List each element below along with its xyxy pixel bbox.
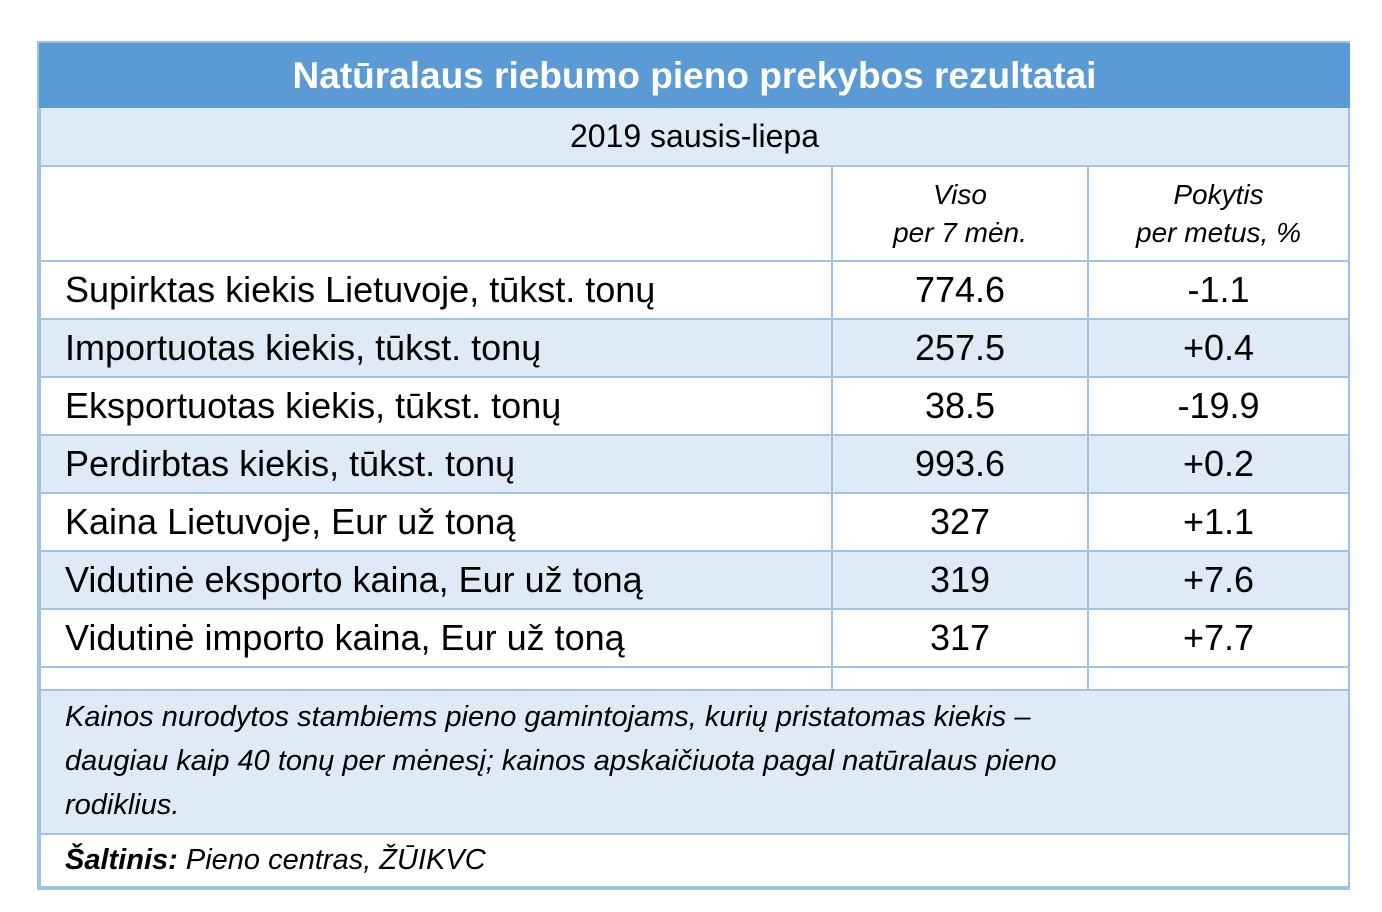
row-total: 993.6	[831, 434, 1089, 494]
header-total: Viso per 7 mėn.	[831, 165, 1089, 262]
row-change: +0.4	[1087, 318, 1350, 378]
row-change: +0.2	[1087, 434, 1350, 494]
table-row: Vidutinė importo kaina, Eur už toną 317 …	[39, 608, 1350, 668]
row-label: Perdirbtas kiekis, tūkst. tonų	[39, 434, 833, 494]
period-row: 2019 sausis-liepa	[39, 106, 1350, 167]
row-total: 38.5	[831, 376, 1089, 436]
row-total: 317	[831, 608, 1089, 668]
empty-row	[39, 666, 1350, 691]
row-label: Supirktas kiekis Lietuvoje, tūkst. tonų	[39, 260, 833, 320]
header-change-line1: Pokytis	[1173, 178, 1264, 210]
row-change: +7.6	[1087, 550, 1350, 610]
source-row: Šaltinis: Pieno centras, ŽŪIKVC	[39, 833, 1350, 888]
source-label: Šaltinis:	[65, 844, 178, 876]
table-title: Natūralaus riebumo pieno prekybos rezult…	[39, 43, 1350, 108]
header-change: Pokytis per metus, %	[1087, 165, 1350, 262]
row-label: Vidutinė eksporto kaina, Eur už toną	[39, 550, 833, 610]
row-total: 257.5	[831, 318, 1089, 378]
row-change: -19.9	[1087, 376, 1350, 436]
row-total: 774.6	[831, 260, 1089, 320]
table-row: Supirktas kiekis Lietuvoje, tūkst. tonų …	[39, 260, 1350, 320]
row-label: Vidutinė importo kaina, Eur už toną	[39, 608, 833, 668]
header-total-line1: Viso	[933, 178, 987, 210]
row-change: -1.1	[1087, 260, 1350, 320]
results-table-frame: Natūralaus riebumo pieno prekybos rezult…	[37, 41, 1350, 890]
table-row: Importuotas kiekis, tūkst. tonų 257.5 +0…	[39, 318, 1350, 378]
source-note: Šaltinis: Pieno centras, ŽŪIKVC	[39, 833, 1350, 888]
column-header-row: Viso per 7 mėn. Pokytis per metus, %	[39, 165, 1350, 262]
note-line-3: rodiklius.	[65, 789, 180, 821]
note-line-1: Kainos nurodytos stambiems pieno gaminto…	[65, 701, 1031, 733]
header-change-line2: per metus, %	[1136, 216, 1301, 248]
empty-cell	[831, 666, 1089, 691]
row-total: 319	[831, 550, 1089, 610]
source-text: Pieno centras, ŽŪIKVC	[177, 844, 486, 876]
empty-cell	[39, 666, 833, 691]
row-label: Importuotas kiekis, tūkst. tonų	[39, 318, 833, 378]
header-total-line2: per 7 mėn.	[893, 216, 1027, 248]
row-label: Eksportuotas kiekis, tūkst. tonų	[39, 376, 833, 436]
note-line-2: daugiau kaip 40 tonų per mėnesį; kainos …	[65, 745, 1057, 777]
price-note: Kainos nurodytos stambiems pieno gaminto…	[39, 689, 1350, 835]
results-table: Natūralaus riebumo pieno prekybos rezult…	[39, 43, 1350, 888]
table-row: Vidutinė eksporto kaina, Eur už toną 319…	[39, 550, 1350, 610]
row-total: 327	[831, 492, 1089, 552]
table-row: Kaina Lietuvoje, Eur už toną 327 +1.1	[39, 492, 1350, 552]
table-row: Eksportuotas kiekis, tūkst. tonų 38.5 -1…	[39, 376, 1350, 436]
row-label: Kaina Lietuvoje, Eur už toną	[39, 492, 833, 552]
table-title-row: Natūralaus riebumo pieno prekybos rezult…	[39, 43, 1350, 108]
empty-cell	[1087, 666, 1350, 691]
row-change: +7.7	[1087, 608, 1350, 668]
note-row: Kainos nurodytos stambiems pieno gaminto…	[39, 689, 1350, 835]
header-empty-cell	[39, 165, 833, 262]
table-row: Perdirbtas kiekis, tūkst. tonų 993.6 +0.…	[39, 434, 1350, 494]
row-change: +1.1	[1087, 492, 1350, 552]
period-label: 2019 sausis-liepa	[39, 106, 1350, 167]
